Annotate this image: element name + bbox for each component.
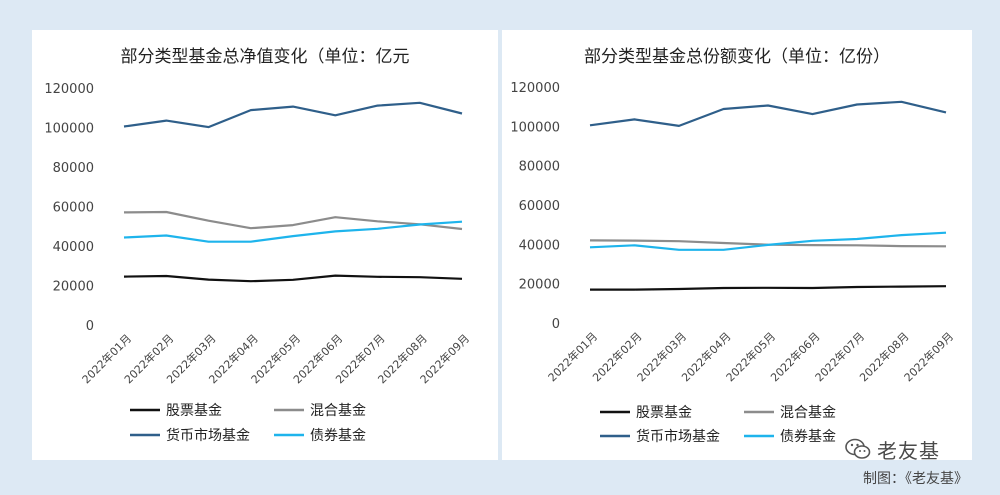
y-tick-label: 120000 [510, 81, 560, 96]
legend-label: 股票基金 [636, 404, 692, 421]
y-tick-label: 0 [552, 317, 560, 332]
y-tick-label: 120000 [44, 82, 94, 97]
series-line-3 [589, 231, 947, 251]
chart-panel-shares: 部分类型基金总份额变化（单位：亿份） 0 20000 40000 60000 80000 1… [502, 30, 972, 460]
legend-entry: 混合基金 [274, 402, 366, 419]
y-tick-label: 20000 [519, 278, 560, 293]
legend-entry: 货币市场基金 [130, 427, 250, 444]
series-line-0 [590, 285, 947, 291]
series-line-2 [123, 101, 463, 129]
y-tick-label: 20000 [53, 280, 94, 295]
watermark-text: 老友基 [877, 438, 940, 463]
legend-entry: 混合基金 [744, 404, 836, 421]
y-tick-label: 60000 [53, 201, 94, 216]
series-line-1 [123, 210, 463, 231]
series-line-3 [123, 220, 463, 243]
legend-label: 债券基金 [310, 427, 366, 444]
legend-label: 货币市场基金 [636, 428, 720, 445]
chart-panel-net-value: 部分类型基金总净值变化（单位：亿元 0 20000 40000 60000 80000 10… [32, 30, 498, 460]
legend-entry: 股票基金 [600, 404, 692, 421]
legend-label: 混合基金 [780, 404, 836, 421]
chart-credit: 制图：《老友基》 [863, 471, 968, 487]
legend-label: 货币市场基金 [166, 427, 250, 444]
legend-label: 债券基金 [780, 428, 836, 445]
legend-entry: 债券基金 [744, 428, 836, 445]
chart-net-value: 部分类型基金总净值变化（单位：亿元 0 20000 40000 60000 80000 10… [44, 47, 472, 444]
legend-entry: 债券基金 [274, 427, 366, 444]
chart-shares: 部分类型基金总份额变化（单位：亿份） 0 20000 40000 60000 80000 1… [510, 47, 956, 445]
y-tick-label: 0 [86, 319, 94, 334]
chart-title: 部分类型基金总份额变化（单位：亿份） [584, 47, 890, 67]
y-tick-label: 100000 [510, 120, 560, 135]
legend-label: 股票基金 [166, 402, 222, 419]
wechat-icon [845, 438, 871, 459]
legend-label: 混合基金 [310, 402, 366, 419]
legend-entry: 股票基金 [130, 402, 222, 419]
watermark: 老友基 [845, 436, 940, 463]
series-line-2 [589, 100, 947, 128]
y-tick-label: 40000 [519, 238, 560, 253]
y-tick-label: 80000 [53, 161, 94, 176]
legend-entry: 货币市场基金 [600, 428, 720, 445]
series-line-0 [123, 274, 463, 283]
y-tick-label: 40000 [53, 240, 94, 255]
y-tick-label: 60000 [519, 199, 560, 214]
y-tick-label: 100000 [44, 122, 94, 137]
y-tick-label: 80000 [519, 160, 560, 175]
chart-title: 部分类型基金总净值变化（单位：亿元 [121, 47, 410, 67]
